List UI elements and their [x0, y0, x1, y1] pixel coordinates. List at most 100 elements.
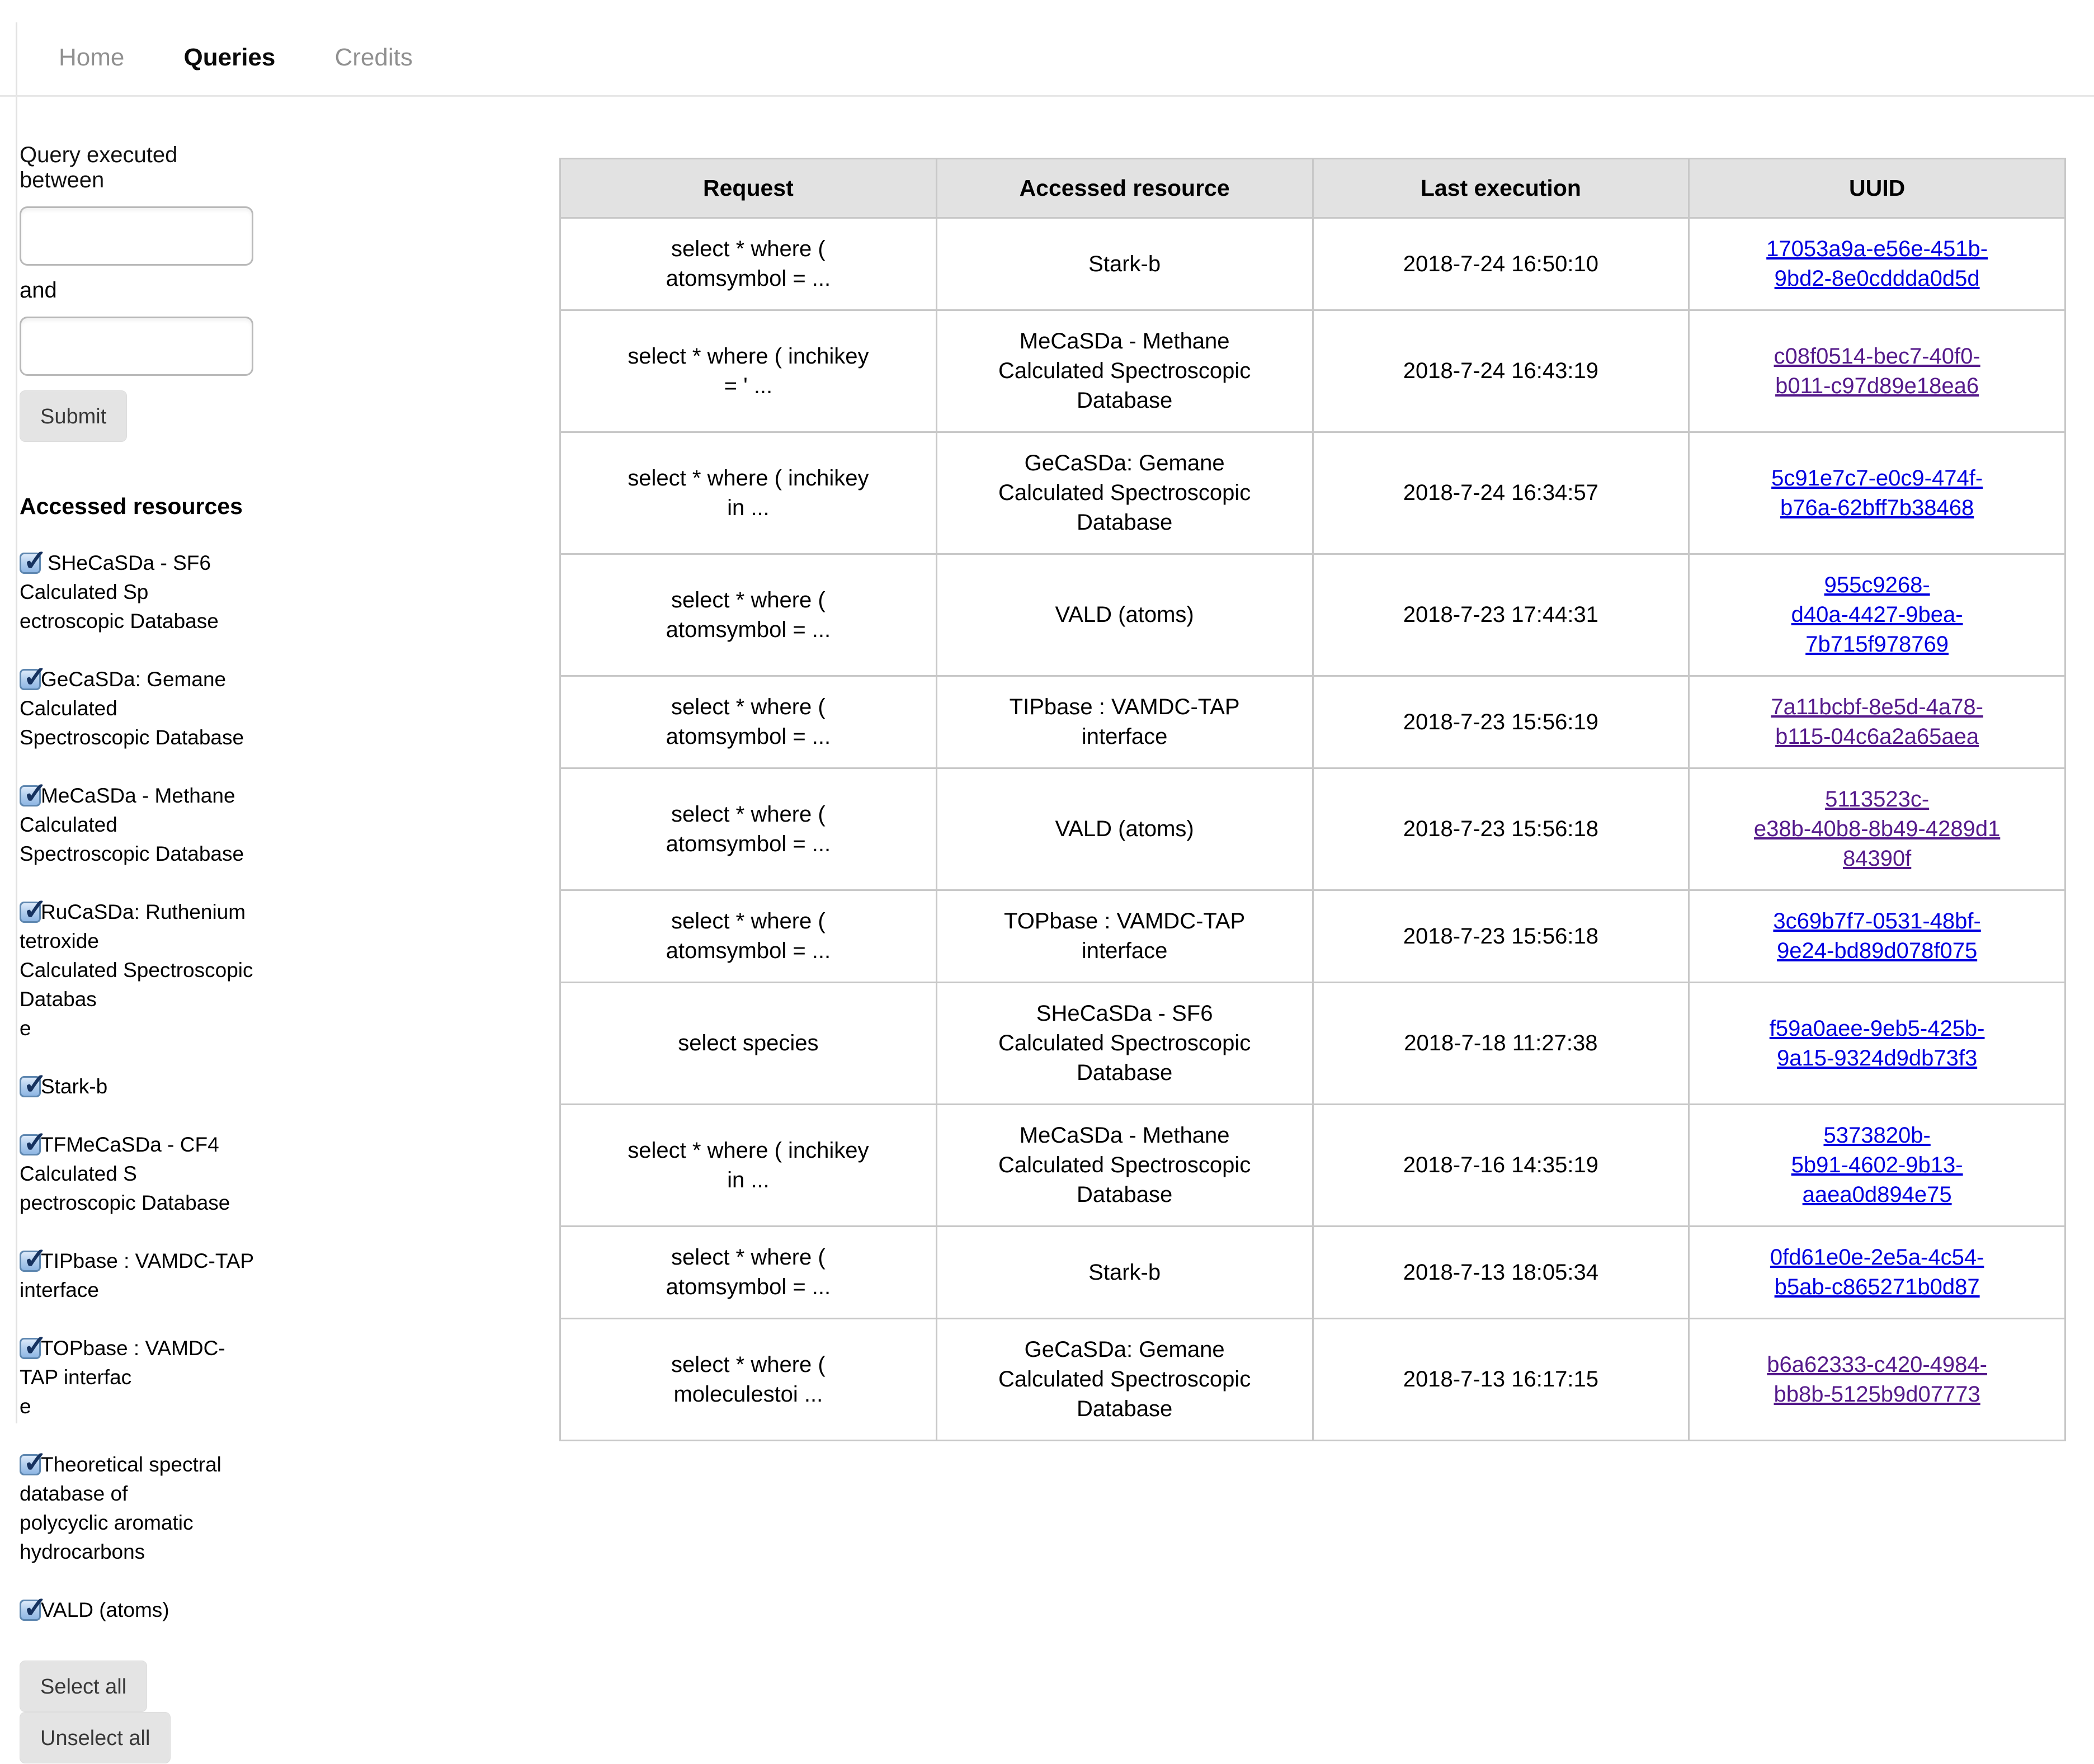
unselect-all-button[interactable]: Unselect all [20, 1712, 171, 1763]
uuid-cell: 0fd61e0e-2e5a-4c54- b5ab-c865271b0d87 [1688, 1225, 2066, 1319]
checkbox-icon[interactable] [20, 1448, 48, 1477]
resource-item-rucasda[interactable]: RuCaSDa: Ruthenium tetroxide Calculated … [20, 895, 260, 1043]
select-all-button[interactable]: Select all [20, 1661, 148, 1712]
request-cell: select * where ( inchikey in ... [559, 1103, 937, 1227]
last-execution-cell: 2018-7-13 16:17:15 [1312, 1318, 1690, 1441]
checkbox-icon[interactable] [20, 1070, 48, 1099]
resource-cell: SHeCaSDa - SF6 Calculated Spectroscopic … [935, 982, 1314, 1105]
request-cell: select * where ( moleculestoi ... [559, 1318, 937, 1441]
table-row: select * where ( inchikey in ... MeCaSDa… [559, 1103, 2066, 1227]
uuid-link[interactable]: 5c91e7c7-e0c9-474f- b76a-62bff7b38468 [1771, 465, 1983, 520]
last-execution-cell: 2018-7-24 16:34:57 [1312, 431, 1690, 555]
request-cell: select * where ( atomsymbol = ... [559, 889, 937, 983]
uuid-cell: 7a11bcbf-8e5d-4a78- b115-04c6a2a65aea [1688, 675, 2066, 769]
uuid-link[interactable]: 3c69b7f7-0531-48bf- 9e24-bd89d078f075 [1773, 909, 1981, 963]
resource-item-stark-b[interactable]: Stark-b [20, 1070, 260, 1101]
checkbox-icon[interactable] [20, 1593, 48, 1622]
submit-button[interactable]: Submit [20, 390, 128, 442]
resource-item-pah[interactable]: Theoretical spectral database of polycyc… [20, 1448, 260, 1567]
resource-label: TFMeCaSDa - CF4 Calculated S pectroscopi… [20, 1133, 230, 1214]
content-left-border [16, 22, 17, 1423]
resource-item-gecasda[interactable]: GeCaSDa: Gemane Calculated Spectroscopic… [20, 663, 260, 752]
resource-label: RuCaSDa: Ruthenium tetroxide Calculated … [20, 900, 253, 1040]
resource-item-vald[interactable]: VALD (atoms) [20, 1593, 260, 1625]
uuid-cell: f59a0aee-9eb5-425b- 9a15-9324d9db73f3 [1688, 982, 2066, 1105]
uuid-cell: 17053a9a-e56e-451b- 9bd2-8e0cddda0d5d [1688, 217, 2066, 311]
last-execution-cell: 2018-7-23 17:44:31 [1312, 553, 1690, 677]
last-execution-cell: 2018-7-23 15:56:18 [1312, 889, 1690, 983]
resource-label: TIPbase : VAMDC-TAP interface [20, 1249, 254, 1301]
uuid-link[interactable]: 0fd61e0e-2e5a-4c54- b5ab-c865271b0d87 [1770, 1245, 1984, 1299]
resource-checkbox-list: SHeCaSDa - SF6 Calculated Sp ectroscopic… [20, 546, 260, 1625]
resource-label: GeCaSDa: Gemane Calculated Spectroscopic… [20, 668, 244, 749]
resource-item-topbase[interactable]: TOPbase : VAMDC-TAP interfac e [20, 1332, 260, 1421]
top-nav: Home Queries Credits [0, 0, 2094, 97]
uuid-link[interactable]: c08f0514-bec7-40f0- b011-c97d89e18ea6 [1774, 343, 1980, 398]
request-cell: select species [559, 982, 937, 1105]
header-request: Request [559, 158, 937, 219]
last-execution-cell: 2018-7-24 16:50:10 [1312, 217, 1690, 311]
request-cell: select * where ( atomsymbol = ... [559, 217, 937, 311]
resource-label: SHeCaSDa - SF6 Calculated Sp ectroscopic… [20, 551, 219, 633]
resource-cell: MeCaSDa - Methane Calculated Spectroscop… [935, 1103, 1314, 1227]
date-to-input[interactable] [20, 317, 253, 376]
resource-item-shecasda[interactable]: SHeCaSDa - SF6 Calculated Sp ectroscopic… [20, 546, 260, 636]
uuid-link[interactable]: 5373820b- 5b91-4602-9b13- aaea0d894e75 [1791, 1123, 1963, 1207]
request-cell: select * where ( inchikey = ' ... [559, 309, 937, 433]
request-cell: select * where ( inchikey in ... [559, 431, 937, 555]
resource-item-tipbase[interactable]: TIPbase : VAMDC-TAP interface [20, 1244, 260, 1305]
uuid-link[interactable]: f59a0aee-9eb5-425b- 9a15-9324d9db73f3 [1769, 1016, 1985, 1070]
sidebar: Query executed between and Submit Access… [20, 143, 260, 1763]
checkbox-icon[interactable] [20, 1332, 48, 1361]
resource-cell: TOPbase : VAMDC-TAP interface [935, 889, 1314, 983]
uuid-link[interactable]: b6a62333-c420-4984- bb8b-5125b9d07773 [1767, 1352, 1987, 1407]
uuid-link[interactable]: 5113523c- e38b-40b8-8b49-4289d1 84390f [1753, 787, 2001, 871]
checkbox-icon[interactable] [20, 895, 48, 925]
checkbox-icon[interactable] [20, 546, 48, 576]
resource-item-mecasda[interactable]: MeCaSDa - Methane Calculated Spectroscop… [20, 779, 260, 869]
last-execution-cell: 2018-7-13 18:05:34 [1312, 1225, 1690, 1319]
header-uuid: UUID [1688, 158, 2066, 219]
uuid-cell: 5373820b- 5b91-4602-9b13- aaea0d894e75 [1688, 1103, 2066, 1227]
resource-cell: GeCaSDa: Gemane Calculated Spectroscopic… [935, 1318, 1314, 1441]
last-execution-cell: 2018-7-24 16:43:19 [1312, 309, 1690, 433]
resource-cell: VALD (atoms) [935, 767, 1314, 891]
uuid-cell: b6a62333-c420-4984- bb8b-5125b9d07773 [1688, 1318, 2066, 1441]
checkbox-icon[interactable] [20, 1128, 48, 1157]
request-cell: select * where ( atomsymbol = ... [559, 1225, 937, 1319]
resource-item-tfmecasda[interactable]: TFMeCaSDa - CF4 Calculated S pectroscopi… [20, 1128, 260, 1218]
resource-cell: MeCaSDa - Methane Calculated Spectroscop… [935, 309, 1314, 433]
date-range-label: Query executed between [20, 143, 178, 192]
checkbox-icon[interactable] [20, 1244, 48, 1274]
uuid-cell: c08f0514-bec7-40f0- b011-c97d89e18ea6 [1688, 309, 2066, 433]
resource-cell: Stark-b [935, 217, 1314, 311]
uuid-link[interactable]: 17053a9a-e56e-451b- 9bd2-8e0cddda0d5d [1766, 237, 1988, 291]
uuid-cell: 955c9268- d40a-4427-9bea- 7b715f978769 [1688, 553, 2066, 677]
uuid-link[interactable]: 7a11bcbf-8e5d-4a78- b115-04c6a2a65aea [1771, 695, 1983, 749]
checkbox-icon[interactable] [20, 779, 48, 808]
uuid-cell: 5c91e7c7-e0c9-474f- b76a-62bff7b38468 [1688, 431, 2066, 555]
nav-tab-queries[interactable]: Queries [183, 44, 276, 71]
resource-label: Theoretical spectral database of polycyc… [20, 1453, 221, 1563]
resource-cell: VALD (atoms) [935, 553, 1314, 677]
header-last-execution: Last execution [1312, 158, 1690, 219]
uuid-link[interactable]: 955c9268- d40a-4427-9bea- 7b715f978769 [1791, 573, 1963, 657]
resource-cell: TIPbase : VAMDC-TAP interface [935, 675, 1314, 769]
last-execution-cell: 2018-7-16 14:35:19 [1312, 1103, 1690, 1227]
nav-tab-home[interactable]: Home [59, 44, 125, 71]
date-from-input[interactable] [20, 206, 253, 266]
request-cell: select * where ( atomsymbol = ... [559, 675, 937, 769]
queries-table: Request Accessed resource Last execution… [559, 158, 2066, 1441]
uuid-cell: 5113523c- e38b-40b8-8b49-4289d1 84390f [1688, 767, 2066, 891]
and-label: and [20, 278, 57, 303]
nav-tab-credits[interactable]: Credits [334, 44, 413, 71]
table-row: select * where ( atomsymbol = ... Stark-… [559, 217, 2066, 311]
selection-buttons: Select all Unselect all [20, 1661, 260, 1763]
table-row: select * where ( atomsymbol = ... VALD (… [559, 767, 2066, 891]
accessed-resources-heading: Accessed resources [20, 493, 243, 519]
checkbox-icon[interactable] [20, 663, 48, 692]
request-cell: select * where ( atomsymbol = ... [559, 553, 937, 677]
table-row: select * where ( atomsymbol = ... VALD (… [559, 553, 2066, 677]
table-header-row: Request Accessed resource Last execution… [559, 158, 2066, 219]
resource-label: Stark-b [41, 1075, 108, 1098]
